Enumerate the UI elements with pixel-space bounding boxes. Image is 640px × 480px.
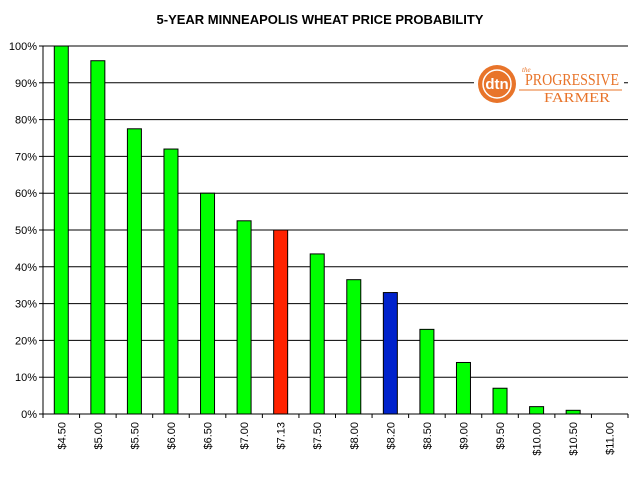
chart-title: 5-YEAR MINNEAPOLIS WHEAT PRICE PROBABILI… [157, 12, 484, 27]
bar-450 [53, 45, 69, 415]
x-tick-label: $5.00 [93, 422, 105, 450]
bar-500 [90, 60, 106, 415]
x-tick-label: $11.00 [605, 422, 617, 455]
bar-900 [455, 361, 471, 415]
logo-word-progressive: PROGRESSIVE [525, 70, 619, 89]
bar-600 [163, 148, 179, 415]
y-tick-label: 100% [9, 41, 37, 53]
bar-650 [200, 192, 216, 415]
x-tick-label: $4.50 [56, 422, 68, 450]
x-tick-label: $9.00 [458, 422, 470, 450]
y-tick-label: 50% [15, 225, 37, 237]
axes [42, 46, 628, 415]
y-tick-label: 90% [15, 78, 37, 90]
x-tick-label: $8.00 [349, 422, 361, 450]
y-tick-label: 80% [15, 115, 37, 127]
x-tick-label: $7.13 [276, 422, 288, 450]
x-tick-label: $8.20 [385, 422, 397, 450]
y-tick-label: 40% [15, 262, 37, 274]
x-tick-label: $7.00 [239, 422, 251, 450]
logo-badge-text: dtn [485, 76, 508, 93]
logo-word-farmer: FARMER [544, 91, 611, 106]
y-tick-label: 60% [15, 188, 37, 200]
bar-850 [419, 328, 435, 415]
x-tick-label: $6.00 [166, 422, 178, 450]
dtn-badge-ring [482, 69, 512, 99]
bar-820 [382, 292, 398, 415]
bar-1050 [565, 409, 581, 415]
y-tick-label: 70% [15, 151, 37, 163]
bar-1000 [529, 406, 545, 415]
y-tick-label: 20% [15, 335, 37, 347]
x-tick-label: $8.50 [422, 422, 434, 450]
y-axis-ticks: 0% 10% 20% 30% 40% 50% 60% 70% 80% 90% 100% [9, 41, 43, 421]
bars [53, 45, 581, 415]
bar-950 [492, 387, 508, 415]
x-axis-ticks: $4.50 $5.00 $5.50 $6.00 $6.50 $7.00 $7.13 $7.50… [42, 414, 629, 456]
bar-713 [273, 229, 289, 415]
bar-750 [309, 253, 325, 415]
x-tick-label: $7.50 [312, 422, 324, 450]
x-tick-label: $10.50 [568, 422, 580, 456]
bar-550 [126, 128, 142, 415]
dtn-progressive-farmer-logo: dtn the PROGRESSIVE FARMER [474, 60, 624, 110]
x-tick-label: $5.50 [129, 422, 141, 450]
x-tick-label: $9.50 [495, 422, 507, 450]
y-tick-label: 30% [15, 299, 37, 311]
bar-700 [236, 220, 252, 415]
y-tick-label: 0% [21, 409, 37, 421]
y-tick-label: 10% [15, 372, 37, 384]
x-tick-label: $10.00 [532, 422, 544, 456]
x-tick-label: $6.50 [203, 422, 215, 450]
logo-the: the [522, 66, 531, 74]
bar-800 [346, 279, 362, 415]
